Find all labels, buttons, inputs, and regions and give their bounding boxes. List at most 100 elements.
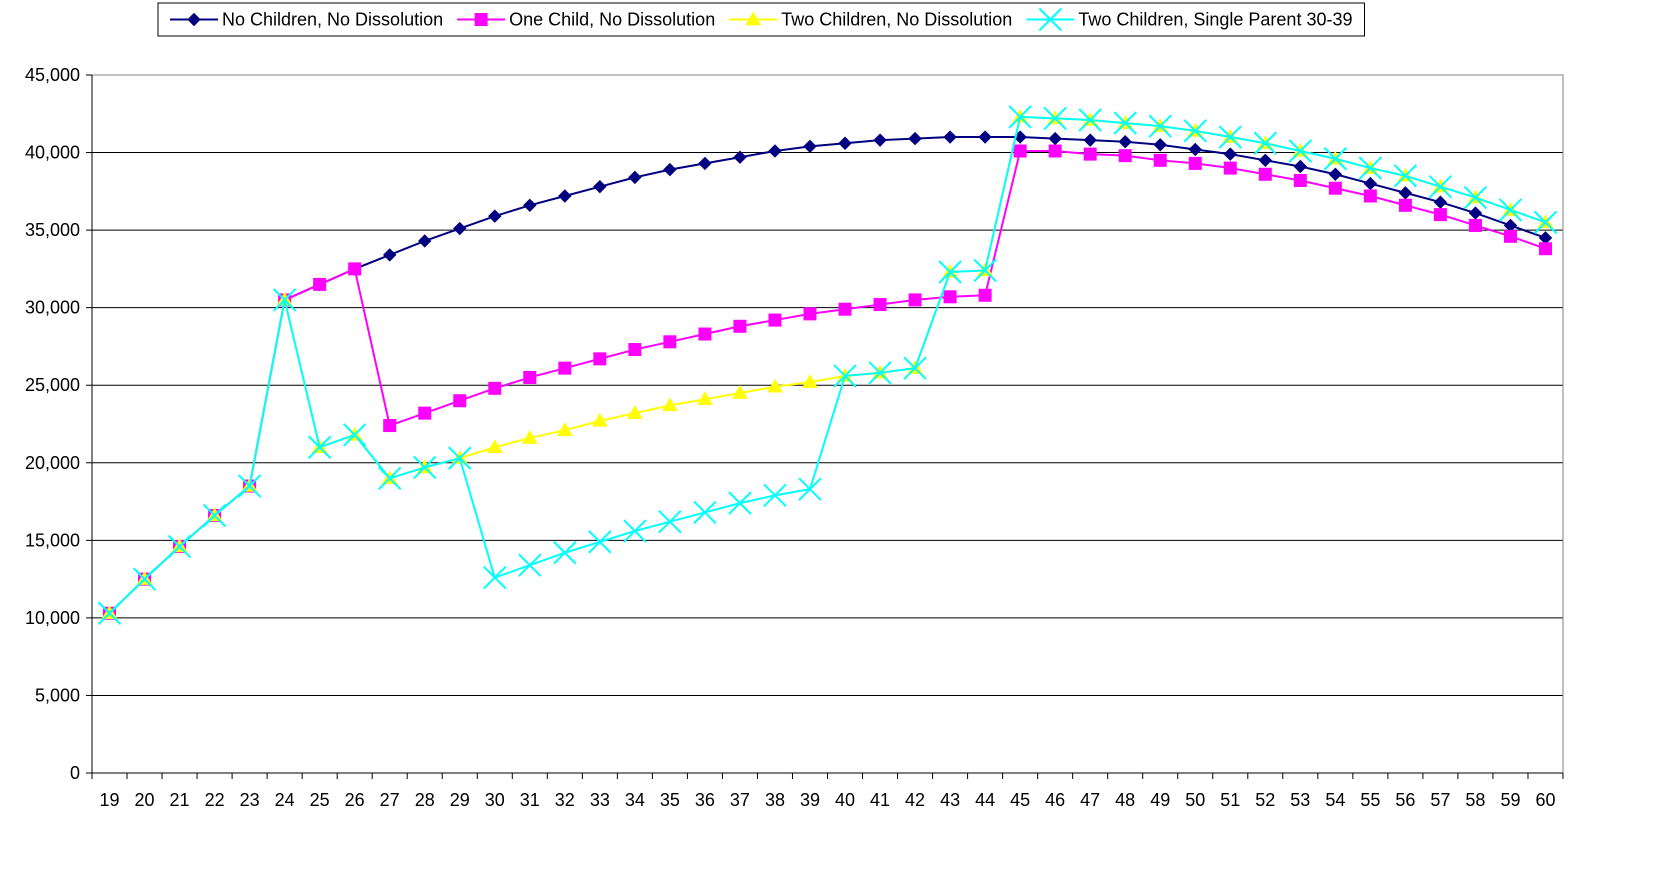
data-point [1118, 149, 1132, 163]
data-point [1293, 173, 1307, 187]
series-layer [97, 105, 1558, 625]
data-point [1503, 229, 1517, 243]
x-tick-label: 44 [975, 790, 995, 810]
data-point [628, 343, 642, 357]
y-tick-label: 0 [70, 763, 80, 783]
data-point [1498, 198, 1523, 222]
legend-item: One Child, No Dissolution [457, 10, 715, 30]
series-line [108, 136, 1546, 614]
gridlines [92, 74, 1563, 696]
x-tick-label: 45 [1010, 790, 1030, 810]
x-tick-label: 51 [1220, 790, 1240, 810]
data-point [307, 435, 332, 459]
data-point [1538, 242, 1552, 256]
x-tick-label: 59 [1500, 790, 1520, 810]
data-point [483, 565, 507, 590]
data-point [1258, 167, 1272, 181]
data-point [1328, 181, 1342, 195]
data-point [1083, 147, 1097, 161]
x-tick-label: 22 [205, 790, 225, 810]
x-tick-label: 43 [940, 790, 960, 810]
x-tick-label: 56 [1395, 790, 1415, 810]
data-point [833, 364, 857, 388]
data-point [313, 277, 327, 291]
y-tick-label: 35,000 [25, 220, 80, 240]
x-tick-label: 27 [380, 790, 400, 810]
data-point [1538, 231, 1553, 245]
x-tick-label: 57 [1430, 790, 1450, 810]
data-point [943, 290, 957, 304]
data-point [558, 189, 572, 203]
data-point [488, 209, 502, 223]
data-point [1153, 138, 1167, 152]
x-tick-label: 39 [800, 790, 820, 810]
data-point [733, 319, 747, 333]
x-tick-label: 31 [520, 790, 540, 810]
data-point [202, 503, 227, 528]
data-point [348, 262, 362, 276]
x-tick-label: 38 [765, 790, 785, 810]
data-point [623, 519, 647, 543]
y-tick-label: 45,000 [25, 65, 80, 85]
data-point [663, 162, 677, 177]
x-tick-label: 37 [730, 790, 750, 810]
legend-item: Two Children, Single Parent 30-39 [1026, 7, 1353, 32]
legend-item: Two Children, No Dissolution [729, 10, 1012, 30]
data-point [873, 133, 887, 147]
x-tick-label: 36 [695, 790, 715, 810]
data-point [903, 356, 927, 380]
data-point [1048, 131, 1062, 146]
legend-item: No Children, No Dissolution [170, 10, 443, 30]
data-point [768, 313, 782, 327]
data-point [908, 293, 922, 307]
data-point [521, 429, 538, 444]
data-point [518, 553, 542, 577]
legend-marker [745, 11, 762, 26]
data-point [1463, 185, 1488, 210]
x-tick-label: 29 [450, 790, 470, 810]
data-point [1258, 153, 1273, 168]
data-point [593, 352, 607, 366]
legend-marker [474, 13, 488, 26]
x-tick-label: 47 [1080, 790, 1100, 810]
data-point [663, 335, 677, 349]
data-point [1008, 105, 1032, 129]
data-point [1043, 106, 1067, 131]
data-point [488, 381, 502, 395]
legend-label: One Child, No Dissolution [509, 10, 715, 30]
y-tick-label: 20,000 [25, 453, 80, 473]
data-point [803, 307, 817, 321]
data-point [803, 139, 817, 154]
data-point [908, 131, 922, 146]
x-tick-label: 33 [590, 790, 610, 810]
data-point [453, 221, 467, 236]
series-4 [97, 105, 1558, 625]
data-point [1083, 133, 1097, 147]
x-tick-label: 26 [345, 790, 365, 810]
data-point [1153, 153, 1167, 167]
x-tick-label: 52 [1255, 790, 1275, 810]
data-point [1188, 142, 1202, 157]
legend: No Children, No Dissolution One Child, No… [157, 2, 1365, 37]
data-point [342, 423, 367, 447]
x-tick-label: 35 [660, 790, 680, 810]
data-point [558, 361, 572, 375]
y-tick-label: 10,000 [25, 608, 80, 628]
data-point [1218, 125, 1242, 149]
legend-label: Two Children, No Dissolution [781, 10, 1012, 30]
y-tick-label: 5,000 [35, 685, 80, 705]
data-point [798, 477, 822, 501]
data-point [943, 130, 957, 144]
legend-label: Two Children, Single Parent 30-39 [1078, 10, 1352, 30]
data-point [588, 530, 612, 554]
data-point [693, 500, 717, 525]
x-tick-label: 21 [170, 790, 190, 810]
data-point [1363, 176, 1378, 191]
x-tick-label: 19 [99, 790, 119, 810]
data-point [662, 397, 678, 412]
data-point [1188, 156, 1202, 170]
data-point [1183, 119, 1207, 143]
x-tick-label: 34 [625, 790, 645, 810]
data-point [698, 327, 712, 341]
